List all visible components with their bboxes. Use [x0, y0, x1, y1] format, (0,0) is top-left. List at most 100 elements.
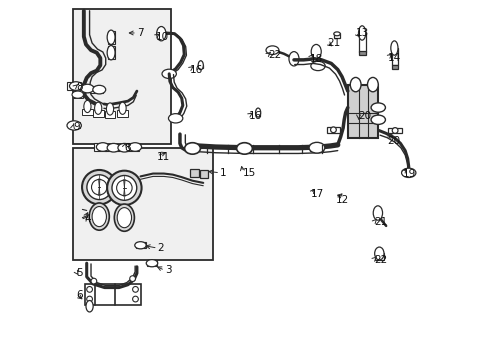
Bar — [94, 143, 106, 150]
Bar — [199, 170, 208, 178]
Ellipse shape — [83, 100, 91, 113]
Text: 2: 2 — [158, 243, 164, 253]
Circle shape — [129, 276, 135, 282]
Bar — [147, 260, 157, 266]
Text: 12: 12 — [335, 195, 348, 205]
Ellipse shape — [391, 128, 397, 134]
Ellipse shape — [330, 127, 336, 133]
Bar — [387, 128, 401, 134]
Bar — [67, 82, 80, 90]
Ellipse shape — [333, 32, 340, 36]
Bar — [85, 284, 140, 305]
Text: 7: 7 — [137, 28, 143, 38]
Bar — [107, 31, 115, 44]
Ellipse shape — [72, 91, 83, 98]
Ellipse shape — [128, 143, 142, 151]
Circle shape — [87, 175, 111, 199]
Circle shape — [112, 175, 137, 200]
Bar — [69, 122, 80, 129]
Bar — [333, 33, 340, 39]
Ellipse shape — [69, 82, 82, 90]
Text: 3: 3 — [164, 265, 171, 275]
Text: 18: 18 — [309, 54, 323, 64]
Ellipse shape — [349, 77, 360, 92]
Ellipse shape — [67, 121, 81, 130]
Ellipse shape — [236, 143, 252, 154]
Text: 1: 1 — [220, 168, 226, 178]
Bar — [82, 109, 93, 115]
Ellipse shape — [310, 61, 325, 71]
Bar — [375, 253, 383, 260]
Text: 22: 22 — [267, 50, 281, 60]
Bar — [73, 91, 83, 98]
Bar — [93, 111, 103, 117]
FancyBboxPatch shape — [73, 9, 170, 144]
Ellipse shape — [198, 61, 203, 70]
Ellipse shape — [107, 30, 115, 44]
Bar — [391, 64, 397, 69]
FancyBboxPatch shape — [73, 148, 212, 260]
Text: 16: 16 — [190, 64, 203, 75]
Bar — [78, 85, 91, 92]
Ellipse shape — [89, 203, 109, 230]
Text: 6: 6 — [76, 290, 82, 300]
Ellipse shape — [93, 85, 105, 94]
Text: 20: 20 — [358, 111, 371, 121]
Ellipse shape — [81, 84, 94, 93]
Bar — [347, 85, 378, 138]
Ellipse shape — [107, 45, 115, 60]
Ellipse shape — [146, 260, 158, 267]
Ellipse shape — [308, 142, 324, 153]
Bar — [359, 51, 365, 55]
Circle shape — [86, 296, 92, 302]
Text: 19: 19 — [402, 168, 415, 179]
Circle shape — [107, 171, 142, 205]
Text: 14: 14 — [387, 53, 400, 63]
Bar — [104, 111, 115, 118]
Ellipse shape — [72, 84, 83, 91]
Ellipse shape — [310, 44, 321, 59]
Ellipse shape — [390, 41, 397, 55]
Bar — [107, 46, 115, 59]
Ellipse shape — [114, 204, 134, 231]
Ellipse shape — [107, 143, 120, 152]
Text: 22: 22 — [373, 255, 387, 265]
Ellipse shape — [374, 247, 383, 260]
Bar — [126, 143, 139, 150]
Circle shape — [82, 170, 116, 204]
Ellipse shape — [184, 143, 200, 154]
Text: 13: 13 — [355, 28, 368, 38]
Ellipse shape — [265, 46, 278, 54]
Ellipse shape — [92, 207, 106, 226]
Ellipse shape — [118, 143, 131, 152]
Text: 5: 5 — [76, 268, 82, 278]
Ellipse shape — [401, 168, 415, 177]
Ellipse shape — [156, 27, 165, 41]
Ellipse shape — [117, 208, 131, 228]
Bar — [115, 144, 128, 151]
Ellipse shape — [288, 51, 298, 66]
Text: 21: 21 — [373, 217, 387, 227]
Ellipse shape — [86, 301, 93, 312]
Ellipse shape — [162, 69, 176, 78]
Text: 15: 15 — [242, 168, 255, 178]
Text: 11: 11 — [156, 152, 169, 162]
Ellipse shape — [168, 114, 183, 123]
Text: 20: 20 — [386, 136, 400, 145]
Bar — [198, 65, 203, 68]
Ellipse shape — [370, 115, 385, 125]
Bar — [136, 242, 145, 248]
Circle shape — [132, 287, 138, 292]
Bar — [326, 127, 340, 133]
Text: 10: 10 — [155, 32, 168, 41]
Bar — [117, 111, 128, 117]
Bar — [359, 33, 365, 51]
Bar — [391, 48, 397, 65]
Ellipse shape — [119, 102, 126, 114]
Text: 9: 9 — [73, 122, 80, 132]
Text: 21: 21 — [326, 38, 340, 48]
Circle shape — [91, 278, 97, 284]
Ellipse shape — [358, 26, 365, 40]
Bar — [190, 169, 198, 177]
Bar — [104, 144, 117, 151]
